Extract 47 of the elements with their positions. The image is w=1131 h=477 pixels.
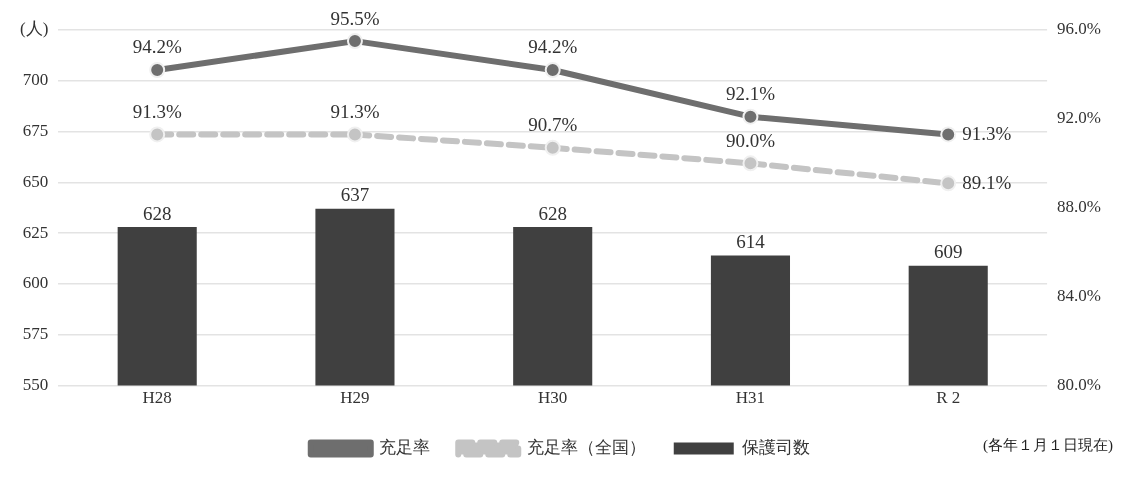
data-label: 628 — [538, 202, 567, 224]
text: (各年１月１日現在) — [983, 436, 1113, 455]
point — [742, 108, 759, 125]
point — [149, 126, 166, 143]
y2-tick-label: 80.0% — [1057, 375, 1102, 395]
data-label: 91.3% — [330, 100, 380, 122]
x-tick-label: R 2 — [936, 388, 961, 408]
y-tick-label: 625 — [22, 222, 49, 242]
data-label: 614 — [736, 231, 766, 253]
data-label: 637 — [340, 184, 370, 206]
point — [940, 175, 957, 192]
point — [346, 126, 363, 143]
data-label: 92.1% — [725, 83, 776, 105]
data-label: 609 — [933, 241, 963, 263]
y-tick-label: 575 — [22, 324, 49, 344]
data-label: 95.5% — [330, 7, 380, 29]
data-label: 91.3% — [132, 100, 182, 122]
legend-label: 充足率（全国） — [526, 437, 646, 457]
x-tick-label: H28 — [142, 388, 172, 408]
y-tick-label: 700 — [22, 70, 49, 90]
y-tick-label: 650 — [22, 171, 49, 191]
data-label: 89.1% — [962, 171, 1012, 193]
data-label: 91.3% — [962, 122, 1012, 144]
legend-label: 保護司数 — [742, 437, 811, 457]
data-label: 628 — [142, 202, 172, 224]
y2-tick-label: 96.0% — [1057, 19, 1102, 39]
x-tick-label: H29 — [340, 388, 370, 408]
legend-label: 充足率 — [379, 437, 431, 457]
point — [346, 33, 363, 50]
y2-tick-label: 88.0% — [1057, 197, 1102, 217]
point — [742, 155, 759, 172]
data-label: 90.7% — [528, 114, 578, 136]
x-tick-label: H31 — [735, 388, 766, 408]
data-label: 94.2% — [132, 36, 182, 58]
y-tick-label: 550 — [22, 375, 49, 395]
point — [149, 62, 166, 79]
data-label: 90.0% — [725, 129, 776, 151]
x-tick-label: H30 — [538, 388, 568, 408]
y-tick-label: 600 — [22, 273, 49, 293]
point — [940, 126, 957, 143]
y2-tick-label: 92.0% — [1057, 108, 1102, 128]
data-label: 94.2% — [528, 36, 578, 58]
y-tick-label: 675 — [22, 121, 49, 141]
point — [544, 62, 561, 79]
point — [544, 139, 561, 156]
y2-tick-label: 84.0% — [1057, 286, 1102, 306]
y-tick-label: (人) — [19, 19, 49, 39]
